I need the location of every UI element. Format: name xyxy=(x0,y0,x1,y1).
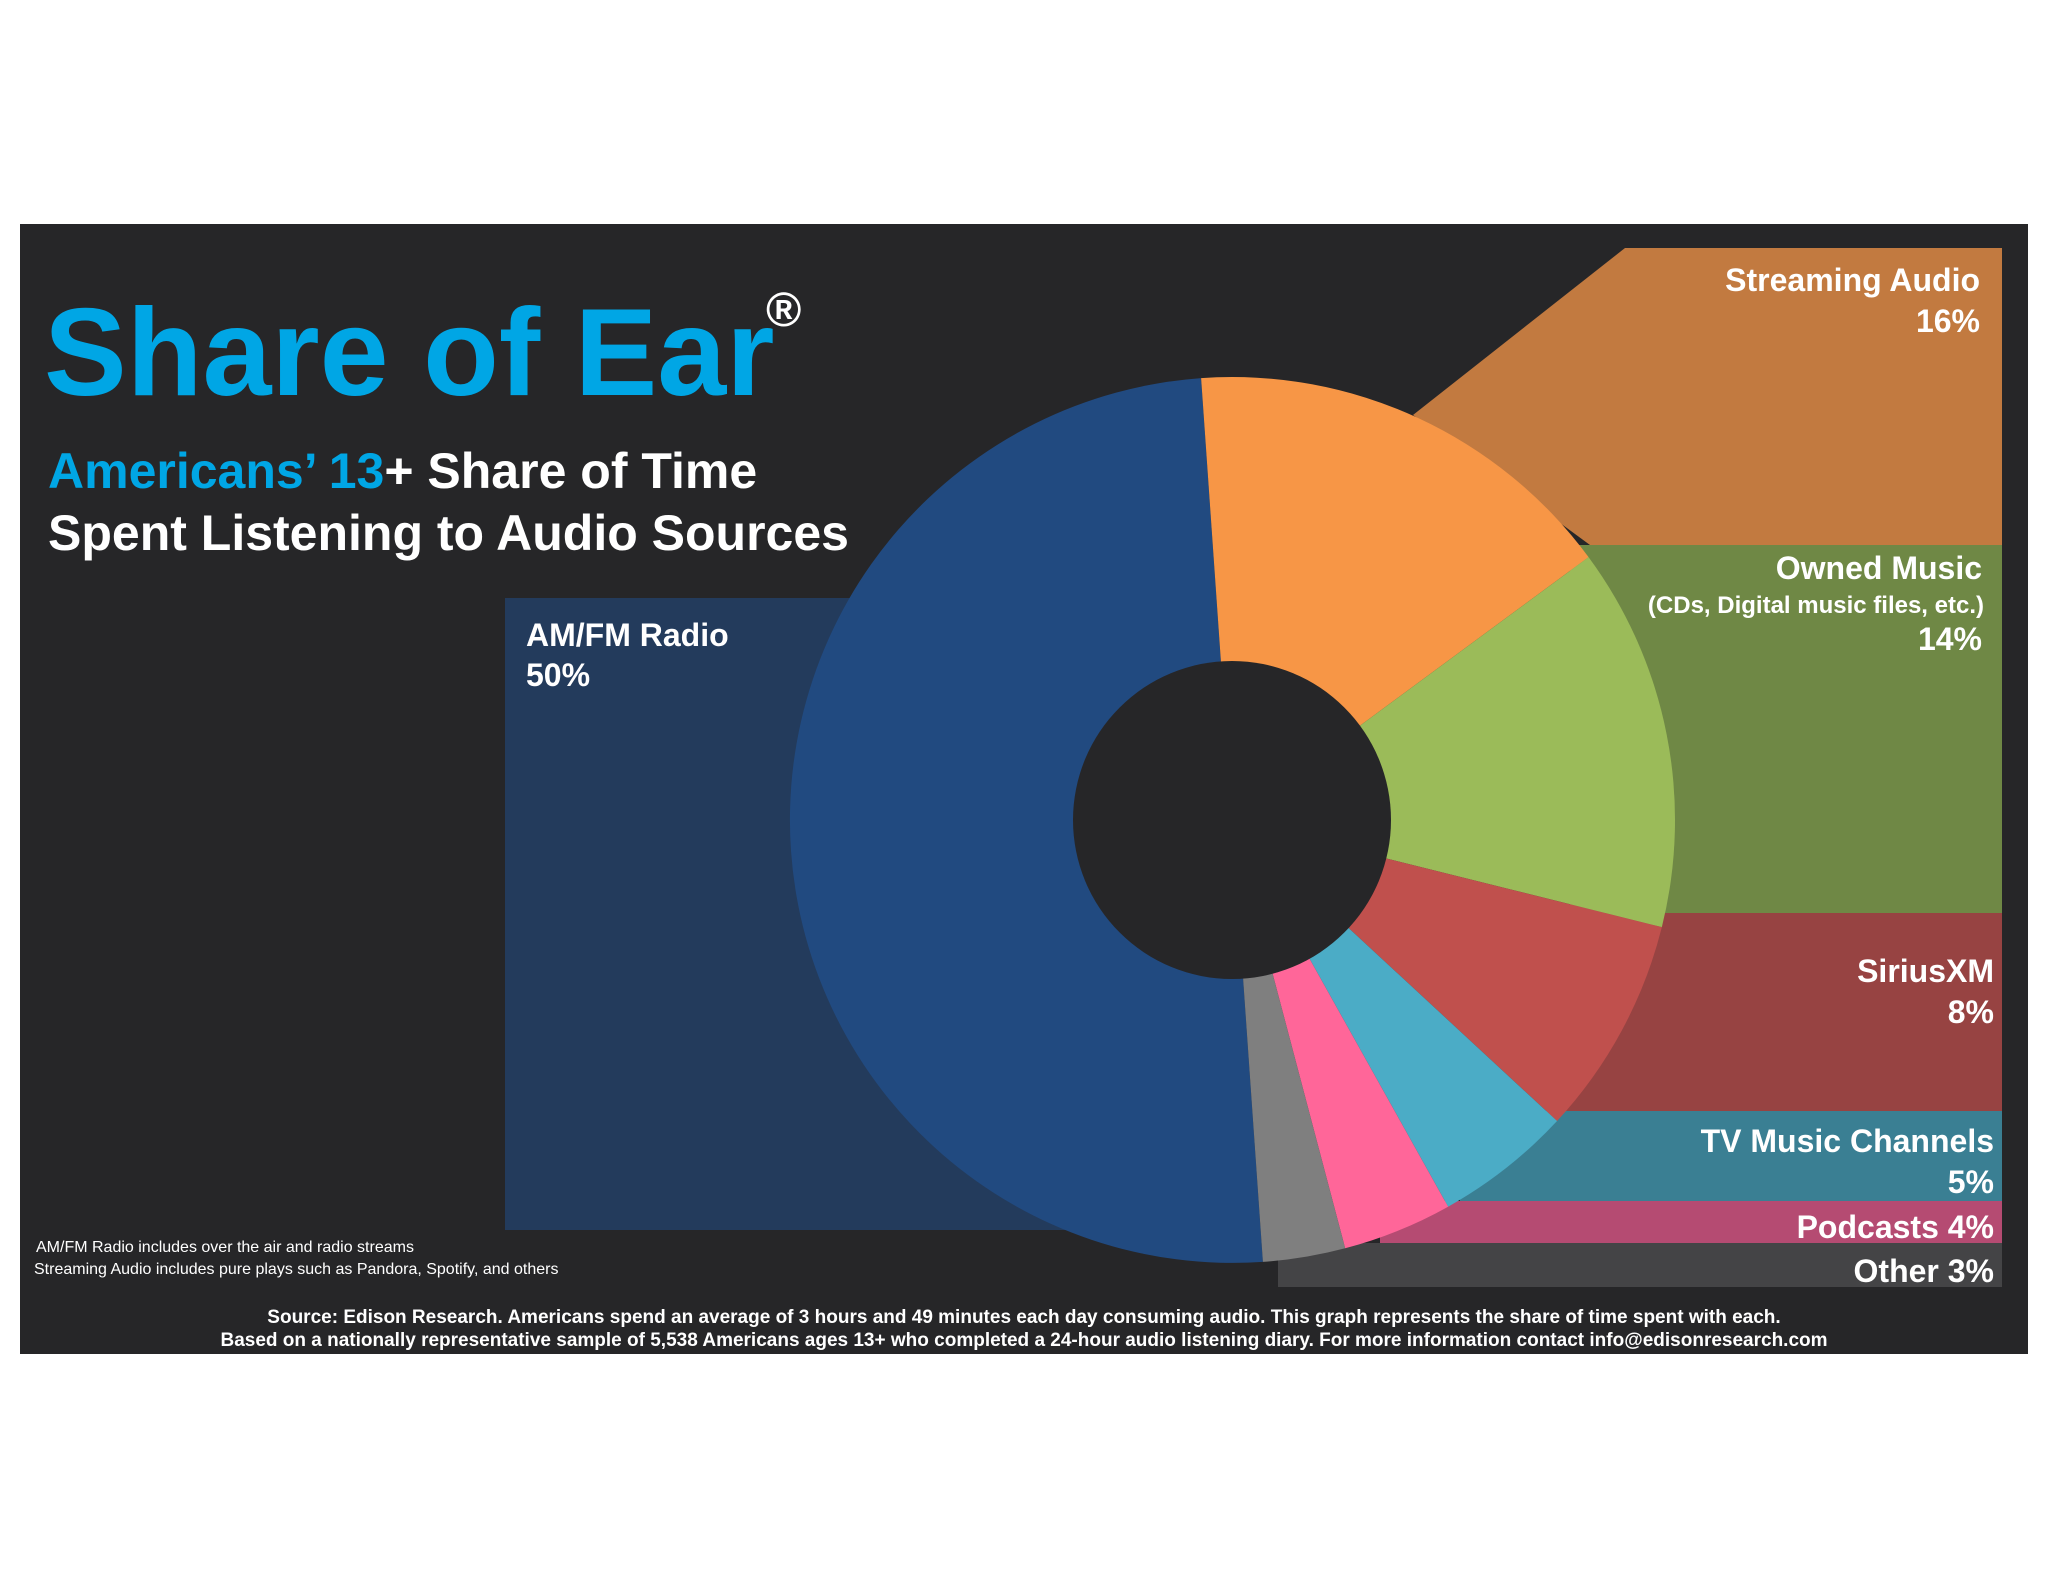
panel-streaming-audio xyxy=(1413,248,2002,545)
value-streaming-audio: 16% xyxy=(1916,303,1980,339)
note-streaming: Streaming Audio includes pure plays such… xyxy=(34,1261,558,1278)
value-siriusxm: 8% xyxy=(1948,994,1994,1030)
slice-am-fm-radio xyxy=(789,378,1263,1263)
panel-podcasts xyxy=(1380,1201,2002,1243)
chart-title: Share of Ear xyxy=(44,284,775,422)
value-tv-music-channels: 5% xyxy=(1948,1164,1994,1200)
chart-subtitle-line1: Americans’ 13+ Share of Time xyxy=(48,443,757,499)
sublabel-owned-music: (CDs, Digital music files, etc.) xyxy=(1648,592,1984,619)
note-am-fm: AM/FM Radio includes over the air and ra… xyxy=(36,1239,414,1256)
source-line1: Source: Edison Research. Americans spend… xyxy=(267,1307,1780,1328)
source-line2: Based on a nationally representative sam… xyxy=(220,1330,1827,1351)
panel-other xyxy=(1278,1243,2002,1287)
label-siriusxm: SiriusXM xyxy=(1857,953,1994,989)
registered-mark: ® xyxy=(766,284,801,337)
value-am-fm-radio: 50% xyxy=(526,657,590,693)
label-other: Other 3% xyxy=(1854,1253,1994,1289)
label-owned-music: Owned Music xyxy=(1776,550,1982,586)
label-am-fm-radio: AM/FM Radio xyxy=(526,617,729,653)
chart-subtitle-line2: Spent Listening to Audio Sources xyxy=(48,505,849,561)
label-podcasts: Podcasts 4% xyxy=(1797,1209,1994,1245)
label-tv-music-channels: TV Music Channels xyxy=(1701,1123,1994,1159)
value-owned-music: 14% xyxy=(1918,621,1982,657)
donut-hole xyxy=(1073,661,1391,979)
label-streaming-audio: Streaming Audio xyxy=(1725,262,1980,298)
